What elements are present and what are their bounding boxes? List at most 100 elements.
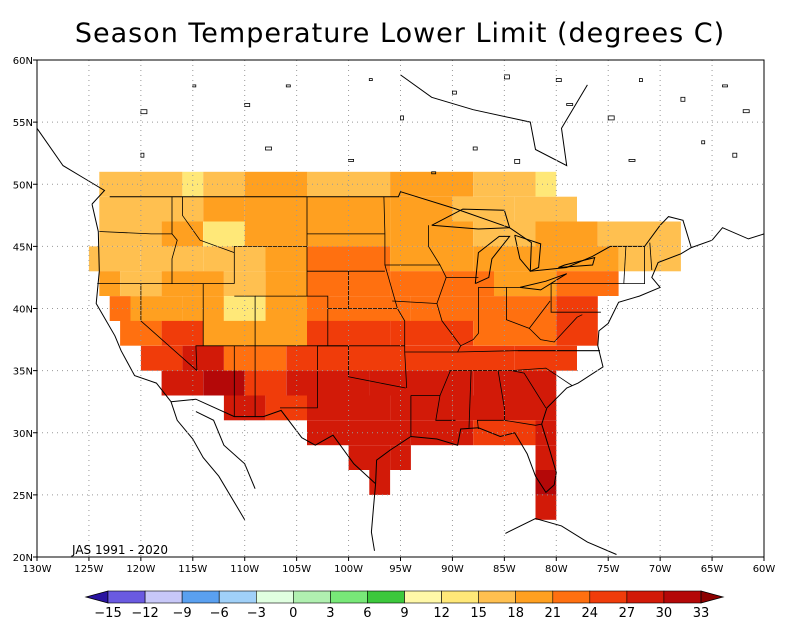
temperature-cell xyxy=(535,470,557,495)
period-note: JAS 1991 - 2020 xyxy=(71,543,168,557)
temperature-cell xyxy=(203,171,245,197)
mexico-gulf-coast-line xyxy=(370,483,377,551)
colorbar-swatch xyxy=(144,590,183,604)
colorbar-swatch xyxy=(404,590,442,604)
colorbar-swatch xyxy=(515,590,554,604)
temperature-cell xyxy=(494,271,557,296)
colorbar-tick-label: 27 xyxy=(619,606,636,618)
lake-superior-line xyxy=(431,208,511,230)
colorbar-max-arrow xyxy=(700,590,725,604)
island-outline xyxy=(503,74,510,80)
temperature-cell xyxy=(307,320,391,346)
island-outline xyxy=(431,171,437,175)
island-outline xyxy=(732,152,738,158)
temperature-cell xyxy=(452,395,536,421)
temperature-cell xyxy=(307,395,391,421)
colorbar-swatch xyxy=(292,590,331,604)
gulf-of-california-line xyxy=(195,411,256,489)
state-border-line xyxy=(439,370,451,396)
state-border-line xyxy=(171,196,178,284)
temperature-cell xyxy=(203,370,245,396)
longitude-label: 105W xyxy=(282,564,311,575)
state-border-line xyxy=(428,225,441,266)
temperature-cell xyxy=(514,345,577,371)
canada-border-line xyxy=(109,191,692,272)
temperature-cell xyxy=(473,370,557,396)
island-outline xyxy=(285,84,291,88)
us-west-coast-line xyxy=(91,203,172,403)
mexico-border-line xyxy=(170,398,376,485)
temperature-cell xyxy=(203,221,245,247)
longitude-label: 100W xyxy=(334,564,363,575)
colorbar-tick-label: 6 xyxy=(363,606,371,618)
temperature-cell xyxy=(286,370,370,396)
island-outline xyxy=(400,115,404,121)
temperature-cell xyxy=(369,470,391,495)
temperature-cell xyxy=(390,271,494,296)
colorbar-swatch xyxy=(181,590,220,604)
colorbar-tick-label: 18 xyxy=(507,606,524,618)
longitude-label: 95W xyxy=(389,564,412,575)
temperature-cell xyxy=(265,246,307,272)
longitude-label: 110W xyxy=(230,564,259,575)
temperature-cell xyxy=(348,445,391,470)
temperature-cell xyxy=(182,345,224,371)
coastline-and-borders xyxy=(36,74,765,555)
colorbar-min-arrow xyxy=(84,590,109,604)
longitude-axis: 130W 125W 120W 115W 110W 105W 100W 95W 90W 85W 80W… xyxy=(23,557,775,575)
temperature-cell xyxy=(88,246,141,272)
latitude-label: 60N xyxy=(13,56,33,67)
colorbar-swatch xyxy=(367,590,405,604)
colorbar-swatch xyxy=(626,590,665,604)
east-coast-line xyxy=(541,247,692,425)
island-outline xyxy=(451,90,457,95)
temperature-cell xyxy=(265,320,307,346)
longitude-label: 70W xyxy=(649,564,672,575)
colorbar-tick-label: −15 xyxy=(94,606,121,618)
longitude-label: 120W xyxy=(126,564,155,575)
temperature-cell xyxy=(597,221,681,247)
island-outline xyxy=(680,96,686,102)
temperature-cell xyxy=(244,221,307,247)
colorbar-swatch xyxy=(107,590,146,604)
temperature-cell xyxy=(535,171,557,197)
lake-huron-line xyxy=(514,234,542,272)
temperature-cell xyxy=(99,196,204,222)
colorbar-tick-label: −9 xyxy=(173,606,192,618)
colorbar xyxy=(84,590,725,604)
island-outline xyxy=(265,146,272,151)
temperature-cell xyxy=(244,196,307,222)
temperature-cell xyxy=(307,420,411,446)
island-outline xyxy=(514,158,521,164)
longitude-label: 90W xyxy=(441,564,464,575)
latitude-label: 35N xyxy=(13,367,33,378)
state-border-line xyxy=(392,300,437,304)
latitude-label: 25N xyxy=(13,491,33,502)
canada-coast-line xyxy=(36,128,106,205)
state-border-line xyxy=(550,283,601,313)
map-title: Season Temperature Lower Limit (degrees … xyxy=(74,18,726,49)
state-border-line xyxy=(529,314,583,343)
colorbar-swatch xyxy=(552,590,591,604)
temperature-cell xyxy=(473,420,536,446)
latitude-label: 50N xyxy=(13,180,33,191)
temperature-cell xyxy=(390,445,411,470)
state-border-line xyxy=(623,246,645,285)
colorbar-swatch xyxy=(663,590,702,604)
colorbar-tick-label: 0 xyxy=(289,606,297,618)
longitude-label: 130W xyxy=(23,564,52,575)
temperature-cell xyxy=(109,296,131,321)
temperature-cell xyxy=(660,246,681,272)
colorbar-labels: −15 −12 −9 −6 −3 0 3 6 9 12 15 18 21 24 27 30 33 xyxy=(94,606,709,618)
latitude-label: 45N xyxy=(13,242,33,253)
colorbar-tick-label: 33 xyxy=(693,606,710,618)
island-outline xyxy=(639,78,643,82)
longitude-label: 65W xyxy=(701,564,724,575)
cuba-line xyxy=(505,517,617,555)
temperature-cell xyxy=(265,296,307,321)
longitude-label: 125W xyxy=(74,564,103,575)
island-outline xyxy=(555,78,562,82)
hudson-bay-line xyxy=(400,74,588,167)
longitude-label: 80W xyxy=(545,564,568,575)
lake-ontario-line xyxy=(558,256,596,268)
